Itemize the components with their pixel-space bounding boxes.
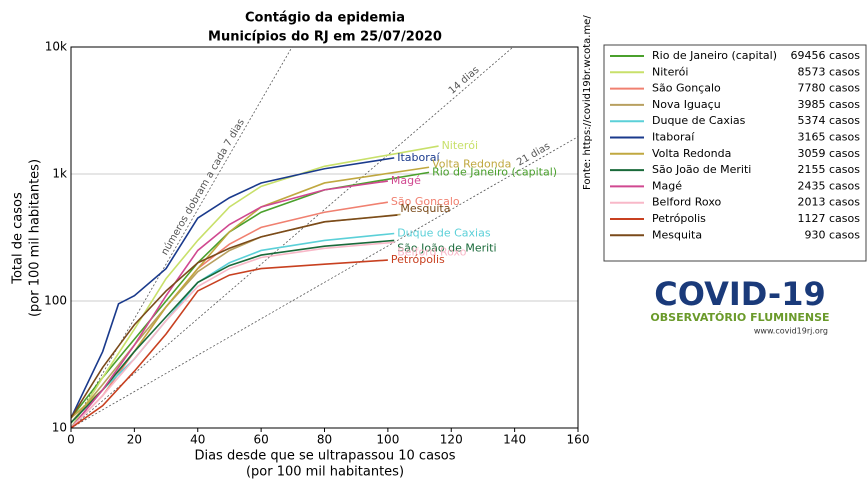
legend-label: Nova Iguaçu <box>652 98 721 111</box>
legend-cases: 930 casos <box>805 228 861 241</box>
series-end-label: Belford Roxo <box>397 245 466 258</box>
y-axis-label: Total de casos <box>11 192 26 285</box>
logo: COVID-19 OBSERVATÓRIO FLUMINENSE www.cov… <box>650 275 829 336</box>
legend-cases: 2013 casos <box>798 196 861 209</box>
legend-label: Rio de Janeiro (capital) <box>652 49 777 62</box>
x-tick-label: 60 <box>253 433 268 447</box>
legend-label: Mesquita <box>652 228 702 241</box>
series-end-label: Duque de Caxias <box>397 227 491 240</box>
reference-line <box>70 136 579 429</box>
logo-title: COVID-19 <box>654 275 825 313</box>
chart-subtitle: Municípios do RJ em 25/07/2020 <box>208 30 442 45</box>
reference-line <box>70 46 514 429</box>
legend-cases: 2435 casos <box>798 179 861 192</box>
series-line <box>71 201 389 428</box>
x-tick-label: 0 <box>67 433 75 447</box>
x-tick-label: 40 <box>190 433 205 447</box>
source: Fonte: https://covid19br.wcota.me/ <box>582 15 593 190</box>
plot-frame <box>70 46 579 429</box>
x-tick-label: 140 <box>503 433 526 447</box>
series-line <box>71 157 395 419</box>
legend-label: Magé <box>652 179 682 192</box>
y-tick-label: 10k <box>45 40 67 54</box>
legend-label: Duque de Caxias <box>652 114 746 127</box>
legend-cases: 7780 casos <box>798 82 861 95</box>
series-line <box>71 241 395 428</box>
legend-box <box>603 44 867 262</box>
series-line <box>71 239 395 424</box>
y-tick-label: 1k <box>52 167 67 181</box>
legend-label: Petrópolis <box>652 212 706 225</box>
legend-cases: 3165 casos <box>798 131 861 144</box>
legend-cases: 8573 casos <box>798 65 861 78</box>
legend-label: Volta Redonda <box>652 147 731 160</box>
series-end-label: Volta Redonda <box>432 157 511 170</box>
series-end-label: Magé <box>391 174 421 187</box>
legend-label: Belford Roxo <box>652 196 721 209</box>
legend-label: São Gonçalo <box>652 82 721 95</box>
series-line <box>71 259 388 428</box>
x-tick-label: 80 <box>317 433 332 447</box>
legend-cases: 3985 casos <box>798 98 861 111</box>
x-tick-label: 20 <box>127 433 142 447</box>
legend-cases: 1127 casos <box>798 212 861 225</box>
y-tick-label: 10 <box>52 421 67 435</box>
series-end-label: Rio de Janeiro (capital) <box>432 165 557 178</box>
series-end-label: Niterói <box>442 139 478 152</box>
x-tick-label: 100 <box>376 433 399 447</box>
series-line <box>71 145 439 428</box>
x-tick-label: 120 <box>440 433 463 447</box>
series-end-label: São Gonçalo <box>391 195 460 208</box>
legend-label: Niterói <box>652 65 688 78</box>
series-end-label: Itaboraí <box>397 151 440 164</box>
legend-cases: 3059 casos <box>798 147 861 160</box>
x-axis-label: (por 100 mil habitantes) <box>246 465 404 480</box>
series-end-label: Petrópolis <box>391 253 445 266</box>
reference-label: 14 dias <box>447 65 482 97</box>
logo-url: www.covid19rj.org <box>754 327 828 336</box>
legend-cases: 2155 casos <box>798 163 861 176</box>
x-tick-label: 160 <box>567 433 590 447</box>
legend-label: São João de Meriti <box>652 163 751 176</box>
y-axis-label: (por 100 mil habitantes) <box>28 159 43 317</box>
legend-label: Itaboraí <box>652 131 695 144</box>
logo-subtitle: OBSERVATÓRIO FLUMINENSE <box>650 311 829 324</box>
series-end-label: São João de Meriti <box>397 241 496 254</box>
legend-cases: 5374 casos <box>798 114 861 127</box>
y-tick-label: 100 <box>44 294 67 308</box>
series-line <box>71 180 388 428</box>
x-axis-label: Dias desde que se ultrapassou 10 casos <box>194 449 455 464</box>
reference-line <box>70 46 293 429</box>
chart-title: Contágio da epidemia <box>245 11 405 26</box>
series-end-label: Mesquita <box>400 202 450 215</box>
series-line <box>71 214 398 419</box>
legend-cases: 69456 casos <box>791 49 861 62</box>
